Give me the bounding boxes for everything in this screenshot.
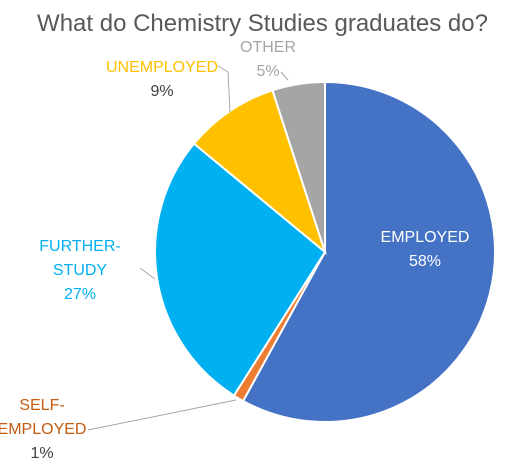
slice-label-self-employed: EMPLOYED — [0, 421, 86, 438]
slice-value-employed: 58% — [409, 253, 441, 270]
leader-line-further-study — [139, 267, 156, 280]
leader-line-self-employed — [87, 399, 237, 431]
slice-value-unemployed: 9% — [150, 83, 173, 100]
slice-label-self-employed: SELF- — [19, 397, 64, 414]
slice-value-self-employed: 1% — [30, 445, 53, 462]
leader-line-unemployed — [217, 65, 231, 113]
slice-label-unemployed: UNEMPLOYED — [106, 59, 218, 76]
slice-label-other: OTHER — [240, 39, 296, 56]
leader-line-other — [280, 71, 289, 81]
pie-slice-other — [271, 80, 326, 253]
slice-label-further-study: FURTHER- — [39, 238, 120, 255]
slice-label-employed: EMPLOYED — [381, 229, 470, 246]
pie-slice-further-study — [154, 142, 327, 397]
slice-label-further-study: STUDY — [53, 262, 108, 279]
pie-slice-employed — [241, 80, 496, 423]
slice-value-other: 5% — [256, 63, 279, 80]
chart-title: What do Chemistry Studies graduates do? — [37, 10, 488, 37]
slice-value-further-study: 27% — [64, 286, 96, 303]
